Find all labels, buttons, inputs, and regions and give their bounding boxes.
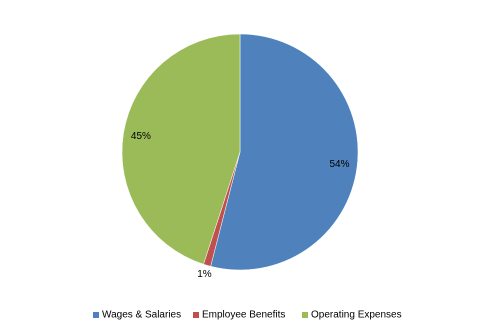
pie-slice [210,33,359,271]
legend-swatch [93,312,99,318]
legend-swatch [193,312,199,318]
data-label: 54% [330,159,350,170]
legend-label: Employee Benefits [202,310,285,321]
data-label: 1% [197,269,212,280]
data-label: 45% [131,131,151,142]
legend-label: Wages & Salaries [102,310,181,321]
legend-swatch [302,312,308,318]
legend-label: Operating Expenses [311,310,402,321]
pie-slice [121,33,241,265]
